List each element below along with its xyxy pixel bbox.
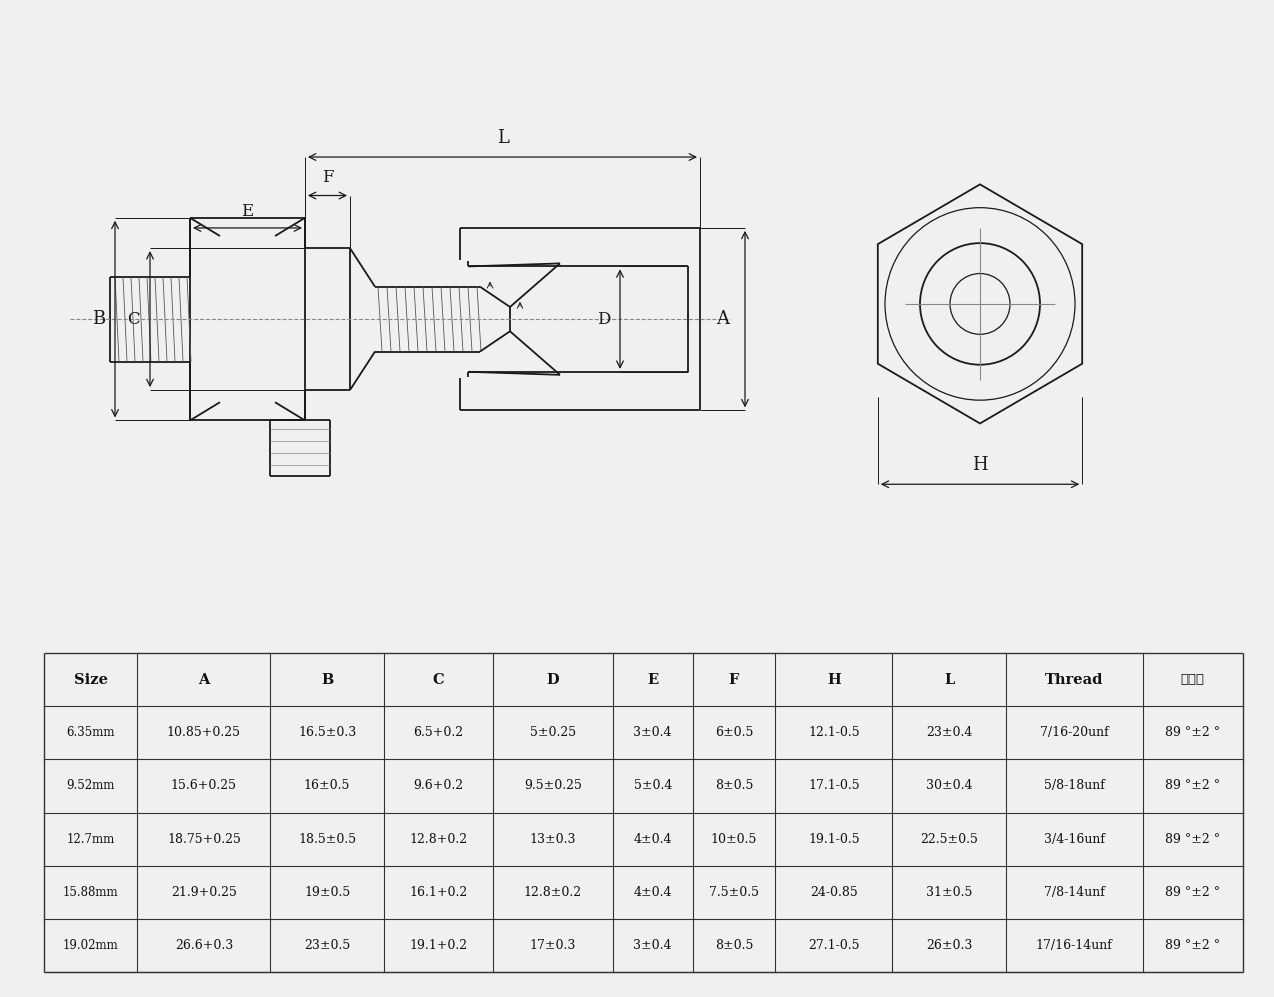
Text: 17/16-14unf: 17/16-14unf [1036, 939, 1112, 952]
Text: 89 °±2 °: 89 °±2 ° [1166, 726, 1220, 740]
Text: 12.1-0.5: 12.1-0.5 [808, 726, 860, 740]
Text: 13±0.3: 13±0.3 [530, 832, 576, 845]
Text: 5±0.25: 5±0.25 [530, 726, 576, 740]
Text: L: L [944, 673, 954, 687]
Text: D: D [596, 311, 610, 328]
Text: 3±0.4: 3±0.4 [633, 939, 671, 952]
Text: 9.52mm: 9.52mm [66, 780, 115, 793]
Text: 6.5+0.2: 6.5+0.2 [413, 726, 464, 740]
Text: 8±0.5: 8±0.5 [715, 780, 753, 793]
Text: F: F [729, 673, 739, 687]
Text: 16±0.5: 16±0.5 [304, 780, 350, 793]
Text: 9.6+0.2: 9.6+0.2 [413, 780, 464, 793]
Text: 26±0.3: 26±0.3 [926, 939, 972, 952]
Text: H: H [827, 673, 841, 687]
Text: 7/16-20unf: 7/16-20unf [1040, 726, 1108, 740]
Text: 18.75+0.25: 18.75+0.25 [167, 832, 241, 845]
Text: 16.5±0.3: 16.5±0.3 [298, 726, 357, 740]
Text: 15.88mm: 15.88mm [62, 885, 118, 899]
Text: 30±0.4: 30±0.4 [926, 780, 972, 793]
Text: 31±0.5: 31±0.5 [926, 885, 972, 899]
Text: 19.02mm: 19.02mm [62, 939, 118, 952]
Text: A: A [199, 673, 210, 687]
Text: 10.85+0.25: 10.85+0.25 [167, 726, 241, 740]
Text: 密封度: 密封度 [1181, 673, 1205, 686]
Text: Thread: Thread [1045, 673, 1103, 687]
Text: 7/8-14unf: 7/8-14unf [1043, 885, 1105, 899]
Text: 27.1-0.5: 27.1-0.5 [808, 939, 860, 952]
Text: 18.5±0.5: 18.5±0.5 [298, 832, 357, 845]
Text: 23±0.4: 23±0.4 [926, 726, 972, 740]
Text: 89 °±2 °: 89 °±2 ° [1166, 939, 1220, 952]
Text: 3±0.4: 3±0.4 [633, 726, 671, 740]
Text: 19.1-0.5: 19.1-0.5 [808, 832, 860, 845]
Text: 4±0.4: 4±0.4 [633, 832, 671, 845]
Text: 6±0.5: 6±0.5 [715, 726, 753, 740]
Text: 26.6+0.3: 26.6+0.3 [175, 939, 233, 952]
Text: 15.6+0.25: 15.6+0.25 [171, 780, 237, 793]
Text: 19.1+0.2: 19.1+0.2 [409, 939, 468, 952]
Text: 5±0.4: 5±0.4 [633, 780, 671, 793]
Text: A: A [716, 310, 729, 328]
Text: 12.7mm: 12.7mm [66, 832, 115, 845]
Text: B: B [321, 673, 334, 687]
Text: H: H [972, 456, 987, 475]
Text: C: C [432, 673, 445, 687]
Text: 19±0.5: 19±0.5 [304, 885, 350, 899]
Text: 89 °±2 °: 89 °±2 ° [1166, 885, 1220, 899]
Text: 17±0.3: 17±0.3 [530, 939, 576, 952]
Text: 22.5±0.5: 22.5±0.5 [920, 832, 978, 845]
Text: 21.9+0.25: 21.9+0.25 [171, 885, 237, 899]
Text: 8±0.5: 8±0.5 [715, 939, 753, 952]
Text: 12.8+0.2: 12.8+0.2 [409, 832, 468, 845]
Text: 9.5±0.25: 9.5±0.25 [524, 780, 582, 793]
Text: 3/4-16unf: 3/4-16unf [1043, 832, 1105, 845]
Text: 24-0.85: 24-0.85 [810, 885, 857, 899]
Text: D: D [547, 673, 559, 687]
Text: 23±0.5: 23±0.5 [304, 939, 350, 952]
Text: 12.8±0.2: 12.8±0.2 [524, 885, 582, 899]
Text: B: B [92, 310, 104, 328]
Text: 5/8-18unf: 5/8-18unf [1043, 780, 1105, 793]
Text: F: F [322, 169, 334, 186]
Text: 17.1-0.5: 17.1-0.5 [808, 780, 860, 793]
Text: 7.5±0.5: 7.5±0.5 [708, 885, 759, 899]
Text: 6.35mm: 6.35mm [66, 726, 115, 740]
Text: Size: Size [74, 673, 108, 687]
Text: 89 °±2 °: 89 °±2 ° [1166, 780, 1220, 793]
Text: E: E [647, 673, 659, 687]
Text: 4±0.4: 4±0.4 [633, 885, 671, 899]
Text: E: E [241, 202, 254, 220]
Text: 10±0.5: 10±0.5 [711, 832, 757, 845]
Text: 89 °±2 °: 89 °±2 ° [1166, 832, 1220, 845]
Text: C: C [127, 311, 140, 328]
Text: L: L [497, 129, 508, 147]
Text: 16.1+0.2: 16.1+0.2 [409, 885, 468, 899]
